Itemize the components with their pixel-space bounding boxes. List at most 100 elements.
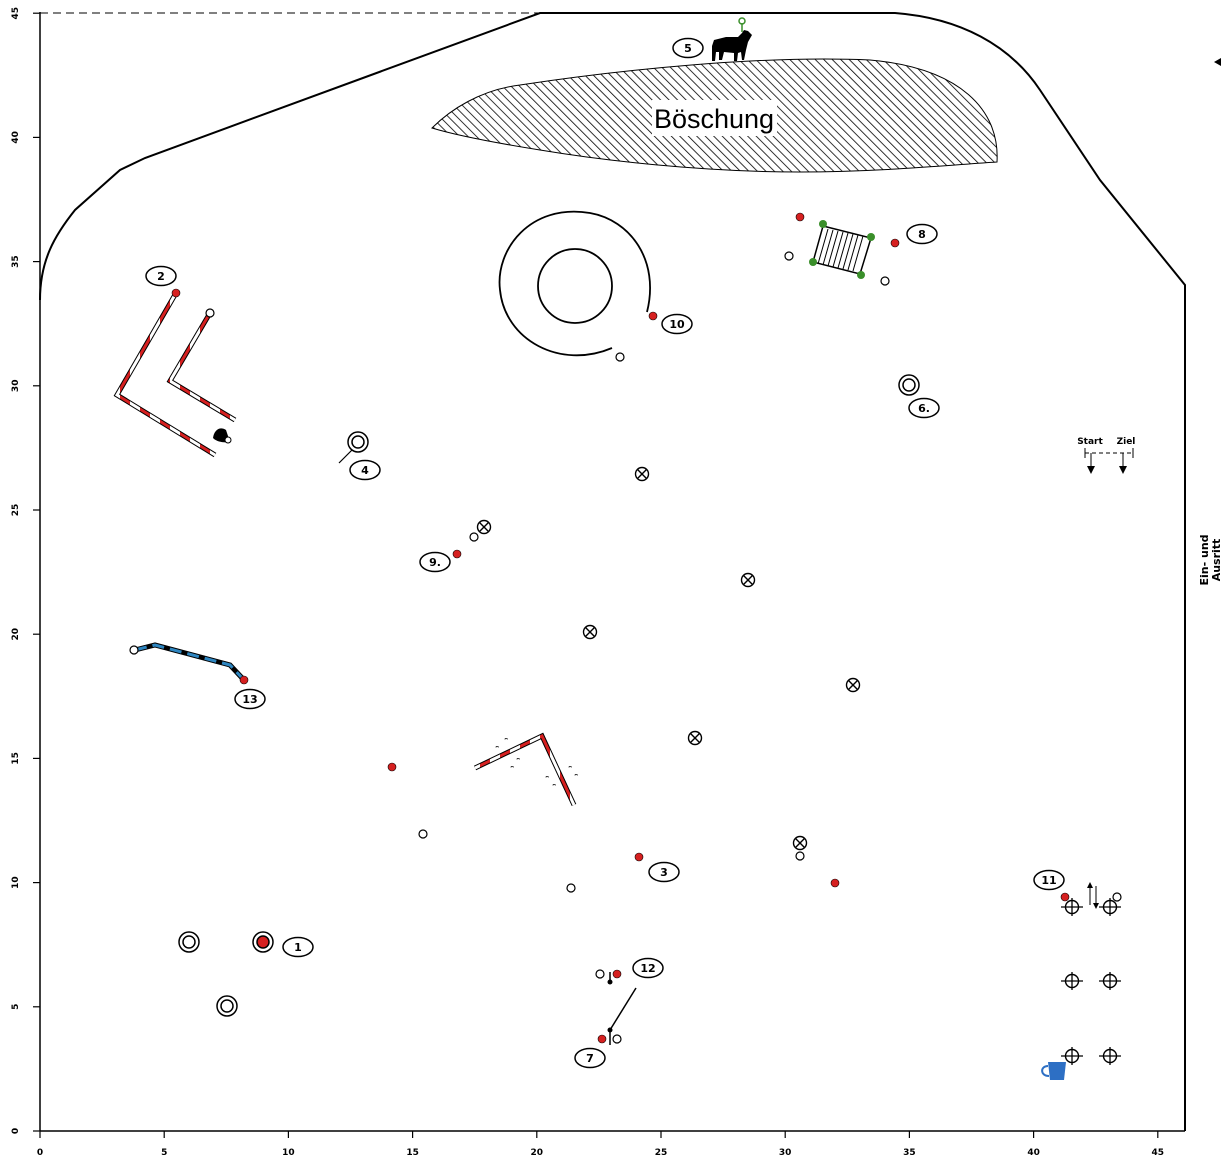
cross-stroke <box>794 837 806 849</box>
y-tick-label: 45 <box>11 7 21 20</box>
svg-text:ᵔ: ᵔ <box>510 765 514 775</box>
svg-text:ᵔ: ᵔ <box>504 737 508 747</box>
obstacle-number-oval <box>1033 869 1065 891</box>
white-marker <box>615 352 625 362</box>
y-ticks: 0 5 10 15 20 25 30 35 40 45 <box>11 7 40 1134</box>
white-marker <box>469 532 479 542</box>
red-marker <box>597 1034 607 1044</box>
white-marker <box>566 883 576 893</box>
red-marker <box>171 288 181 298</box>
axes <box>39 12 1185 1132</box>
obstacle-number-label: 10 <box>669 318 685 331</box>
white-marker <box>418 829 428 839</box>
ring-marker-inner <box>182 935 196 949</box>
bull-icon <box>712 30 752 61</box>
obstacle-number-label: 1 <box>294 941 302 954</box>
obstacle-number-oval <box>648 861 680 883</box>
gate-12-7 <box>607 972 637 1045</box>
svg-text:ᵔ: ᵔ <box>574 773 578 783</box>
white-marker <box>1112 892 1122 902</box>
x-tick-label: 0 <box>37 1148 43 1158</box>
obstacle-number-oval <box>661 313 693 335</box>
red-marker <box>830 878 840 888</box>
x-tick-label: 30 <box>779 1148 792 1158</box>
x-tick-label: 10 <box>282 1148 295 1158</box>
y-tick-label: 20 <box>11 628 21 641</box>
obstacle-number-label: 6. <box>918 402 930 415</box>
svg-text:Ein- und: Ein- und <box>1198 534 1211 585</box>
x-tick-label: 5 <box>161 1148 167 1158</box>
svg-text:ᵔ: ᵔ <box>552 783 556 793</box>
obstacle-number-oval <box>632 957 664 979</box>
obstacle-number-oval <box>282 936 314 958</box>
start-label: Start <box>1077 437 1103 447</box>
svg-text:ᵔ: ᵔ <box>516 757 520 767</box>
arena-boundary <box>39 12 1186 1131</box>
y-tick-label: 0 <box>11 1128 21 1134</box>
white-marker <box>795 851 805 861</box>
bull-obstacle <box>712 17 752 61</box>
obstacle-number-oval <box>908 397 940 419</box>
y-tick-label: 35 <box>11 255 21 268</box>
red-marker <box>452 549 462 559</box>
obstacle-number-label: 3 <box>660 866 668 879</box>
svg-text:Ausritt: Ausritt <box>1210 539 1221 582</box>
obstacle-13-poles <box>134 642 246 682</box>
svg-text:ᵔ: ᵔ <box>545 775 549 785</box>
cross-stroke <box>636 468 648 480</box>
red-markers <box>171 212 1070 1044</box>
double-ring-markers <box>178 374 920 1017</box>
finish-label: Ziel <box>1117 437 1136 447</box>
white-marker <box>595 969 605 979</box>
svg-text:ᵔ: ᵔ <box>568 765 572 775</box>
white-markers <box>129 251 1122 1044</box>
cross-stroke <box>584 626 596 638</box>
obstacle-number-label: 4 <box>361 464 369 477</box>
x-ticks: 0 5 10 15 20 25 30 35 40 45 <box>37 1131 1164 1158</box>
obstacle-number-oval <box>906 223 938 245</box>
center-angle-poles <box>473 732 577 807</box>
direction-arrows-11 <box>1087 882 1099 909</box>
red-marker <box>612 969 622 979</box>
obstacle-number-label: 8 <box>918 228 926 241</box>
x-tick-label: 35 <box>903 1148 916 1158</box>
red-marker <box>890 238 900 248</box>
obstacle-number-label: 12 <box>640 962 655 975</box>
obstacle-number-label: 9. <box>429 556 441 569</box>
entrance-arrow-icon <box>1214 58 1221 66</box>
red-marker <box>387 762 397 772</box>
white-marker <box>129 645 139 655</box>
cross-stroke <box>478 521 490 533</box>
obstacle-2-poles <box>113 291 237 458</box>
cross-stroke <box>689 732 701 744</box>
embankment-label: Böschung <box>654 104 774 134</box>
obstacle-number-oval <box>419 551 451 573</box>
obstacle-number-oval <box>672 37 704 59</box>
red-marker <box>1060 892 1070 902</box>
crosshair-markers <box>1061 898 1121 1065</box>
y-tick-label: 10 <box>11 876 21 889</box>
x-tick-label: 25 <box>655 1148 668 1158</box>
obstacle-number-label: 11 <box>1041 874 1056 887</box>
bell-icon <box>213 428 232 444</box>
svg-text:ᵔ: ᵔ <box>495 745 499 755</box>
obstacle-10-circle <box>498 210 651 357</box>
red-marker <box>634 852 644 862</box>
red-marker <box>795 212 805 222</box>
x-tick-label: 15 <box>406 1148 419 1158</box>
red-marker <box>648 311 658 321</box>
dashed-corner-line <box>39 12 540 1131</box>
white-marker <box>612 1034 622 1044</box>
hoof-marks: ᵔ ᵔ ᵔ ᵔ ᵔ ᵔ ᵔ ᵔ <box>495 737 578 793</box>
obstacle-number-oval <box>145 265 177 287</box>
obstacle-number-oval <box>349 459 381 481</box>
cross-stroke <box>742 574 754 586</box>
obstacle-number-oval <box>574 1047 606 1069</box>
white-marker <box>784 251 794 261</box>
y-tick-label: 30 <box>11 380 21 393</box>
y-tick-label: 25 <box>11 504 21 517</box>
white-marker <box>205 308 215 318</box>
obstacle-8-bridge <box>809 220 875 279</box>
